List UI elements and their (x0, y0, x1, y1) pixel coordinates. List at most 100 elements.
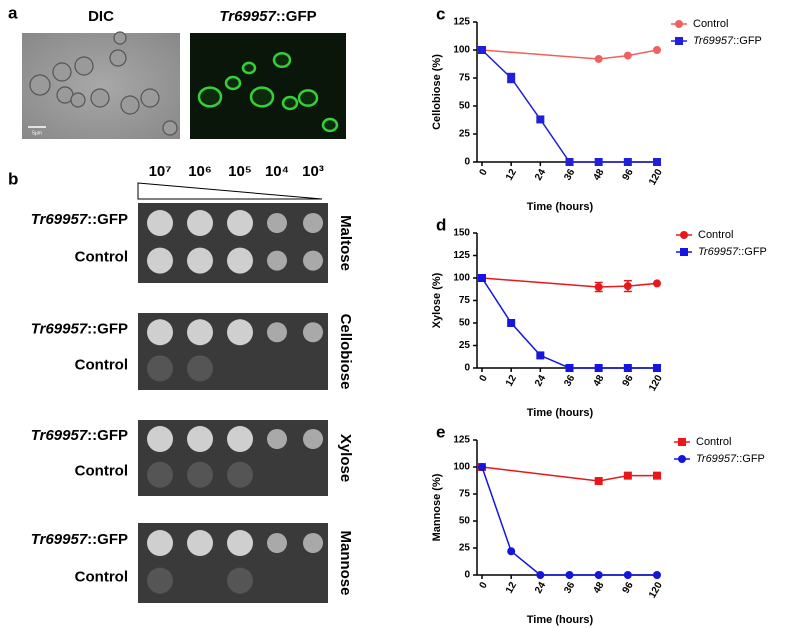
y-axis-title: Cellobiose (%) (431, 54, 443, 130)
series-line (481, 466, 657, 576)
marker (623, 158, 632, 166)
cell (70, 92, 86, 108)
y-tick-label: 100 (453, 462, 470, 473)
x-tick-label: 120 (647, 580, 665, 600)
y-tick-label: 0 (464, 363, 470, 374)
marker (594, 477, 603, 486)
colony-spot (267, 250, 287, 271)
x-tick-label: 96 (621, 167, 636, 183)
strain-label: Tr69957::GFP (31, 531, 128, 548)
x-tick-label: 0 (478, 373, 491, 384)
marker (594, 283, 603, 291)
x-tick-label: 12 (504, 167, 519, 183)
y-tick-label: 100 (453, 273, 470, 284)
gfp-cell (241, 61, 257, 75)
y-tick-label: 100 (453, 45, 470, 56)
cell (120, 95, 140, 115)
strain-label: Control (75, 249, 128, 266)
colony-spot (227, 461, 253, 488)
x-tick-label: 12 (504, 373, 519, 389)
marker (680, 231, 688, 239)
scale-bar-label: 5μm (32, 130, 42, 136)
sugar-label: Cellobiose (337, 314, 354, 390)
x-tick-label: 96 (621, 373, 636, 389)
colony-spot (303, 213, 323, 233)
legend-label: Tr69957::GFP (698, 246, 767, 258)
sugar-label: Mannose (337, 530, 354, 595)
marker (623, 364, 632, 372)
marker (653, 279, 661, 288)
marker (536, 115, 545, 124)
gfp-cell (272, 51, 292, 69)
x-axis-title: Time (hours) (527, 614, 594, 626)
marker (594, 364, 603, 372)
cell (29, 74, 51, 96)
y-tick-label: 75 (459, 73, 471, 84)
marker (594, 54, 603, 63)
colony-spot (303, 533, 323, 553)
cell (140, 88, 160, 108)
legend-label: Control (696, 436, 731, 448)
strain-label: Control (75, 569, 128, 586)
colony-spot (227, 210, 253, 236)
marker (594, 571, 603, 579)
marker (507, 319, 516, 327)
y-axis-title: Xylose (%) (431, 272, 443, 328)
panel-label: b (8, 169, 18, 188)
x-tick-label: 24 (533, 373, 548, 389)
panel-label: d (436, 215, 446, 234)
image-title: DIC (88, 8, 114, 25)
strain-label: Control (75, 356, 128, 373)
x-tick-label: 36 (562, 580, 577, 596)
gfp-cell (321, 117, 339, 133)
cell (113, 31, 127, 45)
marker (678, 438, 686, 446)
marker (623, 571, 632, 579)
marker (536, 571, 545, 579)
colony-spot (303, 429, 323, 449)
y-tick-label: 125 (453, 435, 470, 446)
marker (653, 571, 661, 579)
colony-spot (147, 530, 173, 556)
marker (478, 463, 486, 471)
legend-label: Control (693, 18, 728, 30)
marker (565, 364, 574, 372)
panel-label: a (8, 3, 18, 22)
colony-spot (227, 530, 253, 556)
marker (478, 46, 486, 54)
colony-spot (187, 461, 213, 488)
y-tick-label: 150 (453, 228, 470, 239)
x-tick-label: 24 (533, 580, 548, 596)
panel-label: e (436, 422, 445, 441)
y-tick-label: 0 (464, 157, 470, 168)
strain-label: Tr69957::GFP (31, 320, 128, 337)
marker (653, 471, 661, 480)
colony-spot (147, 567, 173, 594)
marker (653, 364, 661, 372)
legend-label: Tr69957::GFP (696, 453, 765, 465)
x-axis-title: Time (hours) (527, 201, 594, 213)
series-line (481, 49, 657, 163)
y-tick-label: 75 (459, 295, 471, 306)
marker (623, 51, 632, 60)
colony-spot (227, 319, 253, 346)
y-tick-label: 25 (459, 129, 471, 140)
marker (675, 20, 683, 28)
sugar-label: Xylose (337, 434, 354, 482)
x-tick-label: 36 (562, 167, 577, 183)
cell (162, 120, 178, 136)
colony-spot (267, 533, 287, 553)
marker (623, 471, 632, 480)
colony-spot (147, 461, 173, 488)
y-tick-label: 50 (459, 101, 471, 112)
dilution-label: 10⁵ (228, 163, 252, 180)
dilution-wedge (137, 182, 323, 200)
y-tick-label: 25 (459, 340, 471, 351)
series-line (481, 49, 658, 60)
strain-label: Control (75, 463, 128, 480)
x-tick-label: 96 (621, 580, 636, 596)
colony-spot (187, 247, 213, 274)
x-tick-label: 48 (591, 373, 606, 389)
x-tick-label: 0 (478, 580, 491, 591)
x-tick-label: 24 (533, 167, 548, 183)
